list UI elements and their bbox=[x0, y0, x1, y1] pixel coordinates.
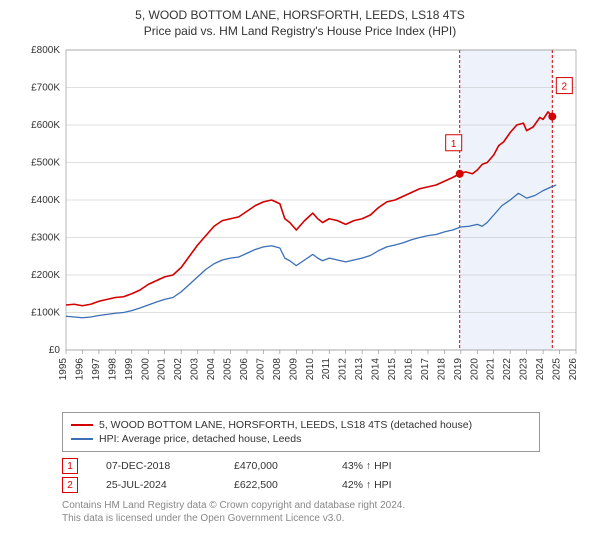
annotation-row-1: 1 07-DEC-2018 £470,000 43% ↑ HPI bbox=[62, 458, 588, 474]
svg-text:2003: 2003 bbox=[190, 358, 201, 381]
svg-text:2005: 2005 bbox=[223, 358, 234, 381]
svg-text:2001: 2001 bbox=[157, 358, 168, 381]
annotation-marker-2: 2 bbox=[62, 477, 78, 493]
svg-text:£500K: £500K bbox=[31, 158, 60, 169]
svg-text:2011: 2011 bbox=[321, 358, 332, 380]
annotation-date-2: 25-JUL-2024 bbox=[106, 479, 206, 491]
footer-line2: This data is licensed under the Open Gov… bbox=[62, 512, 588, 525]
legend-box: 5, WOOD BOTTOM LANE, HORSFORTH, LEEDS, L… bbox=[62, 412, 540, 452]
svg-text:£800K: £800K bbox=[31, 45, 60, 56]
svg-text:£0: £0 bbox=[49, 345, 61, 356]
svg-text:1995: 1995 bbox=[58, 358, 69, 381]
svg-text:2024: 2024 bbox=[535, 358, 546, 381]
svg-text:2004: 2004 bbox=[206, 358, 217, 381]
svg-text:1998: 1998 bbox=[107, 358, 118, 381]
svg-text:2008: 2008 bbox=[272, 358, 283, 381]
svg-text:2002: 2002 bbox=[173, 358, 184, 381]
svg-text:2007: 2007 bbox=[255, 358, 266, 381]
legend-row-hpi: HPI: Average price, detached house, Leed… bbox=[71, 433, 531, 445]
svg-text:1996: 1996 bbox=[74, 358, 85, 381]
legend-label-hpi: HPI: Average price, detached house, Leed… bbox=[99, 433, 301, 445]
svg-text:1997: 1997 bbox=[91, 358, 102, 381]
svg-text:2026: 2026 bbox=[568, 358, 579, 381]
footer-attribution: Contains HM Land Registry data © Crown c… bbox=[62, 499, 588, 525]
svg-text:2023: 2023 bbox=[519, 358, 530, 381]
annotation-pct-1: 43% ↑ HPI bbox=[342, 460, 432, 472]
svg-text:2019: 2019 bbox=[453, 358, 464, 381]
svg-text:2020: 2020 bbox=[469, 358, 480, 381]
svg-text:2021: 2021 bbox=[486, 358, 497, 381]
svg-text:£100K: £100K bbox=[31, 308, 60, 319]
svg-text:2012: 2012 bbox=[338, 358, 349, 381]
svg-text:1: 1 bbox=[451, 139, 457, 150]
chart-plot-area: £0 £100K £200K £300K £400K £500K £600K £700K £80… bbox=[12, 44, 588, 404]
annotation-price-1: £470,000 bbox=[234, 460, 314, 472]
annotation-pct-2: 42% ↑ HPI bbox=[342, 479, 432, 491]
annotation-price-2: £622,500 bbox=[234, 479, 314, 491]
annotation-table: 1 07-DEC-2018 £470,000 43% ↑ HPI 2 25-JU… bbox=[62, 458, 588, 493]
svg-text:£700K: £700K bbox=[31, 83, 60, 94]
svg-text:2000: 2000 bbox=[140, 358, 151, 381]
legend-label-property: 5, WOOD BOTTOM LANE, HORSFORTH, LEEDS, L… bbox=[99, 419, 472, 431]
chart-title-line1: 5, WOOD BOTTOM LANE, HORSFORTH, LEEDS, L… bbox=[12, 8, 588, 22]
svg-text:2010: 2010 bbox=[305, 358, 316, 381]
svg-text:2006: 2006 bbox=[239, 358, 250, 381]
svg-text:2017: 2017 bbox=[420, 358, 431, 381]
svg-text:2015: 2015 bbox=[387, 358, 398, 381]
annotation-date-1: 07-DEC-2018 bbox=[106, 460, 206, 472]
chart-svg: £0 £100K £200K £300K £400K £500K £600K £700K £80… bbox=[12, 44, 588, 404]
svg-text:2016: 2016 bbox=[403, 358, 414, 381]
annotation-row-2: 2 25-JUL-2024 £622,500 42% ↑ HPI bbox=[62, 477, 588, 493]
svg-text:£600K: £600K bbox=[31, 120, 60, 131]
legend-row-property: 5, WOOD BOTTOM LANE, HORSFORTH, LEEDS, L… bbox=[71, 419, 531, 431]
legend-swatch-property bbox=[71, 424, 93, 426]
svg-text:1999: 1999 bbox=[124, 358, 135, 381]
footer-line1: Contains HM Land Registry data © Crown c… bbox=[62, 499, 588, 512]
svg-text:2025: 2025 bbox=[552, 358, 563, 381]
svg-text:2013: 2013 bbox=[354, 358, 365, 381]
chart-container: 5, WOOD BOTTOM LANE, HORSFORTH, LEEDS, L… bbox=[0, 0, 600, 533]
svg-text:£300K: £300K bbox=[31, 233, 60, 244]
svg-text:2009: 2009 bbox=[288, 358, 299, 381]
svg-text:£400K: £400K bbox=[31, 195, 60, 206]
svg-text:£200K: £200K bbox=[31, 270, 60, 281]
annotation-marker-1: 1 bbox=[62, 458, 78, 474]
legend-swatch-hpi bbox=[71, 438, 93, 440]
svg-text:2: 2 bbox=[562, 82, 568, 93]
svg-text:2022: 2022 bbox=[502, 358, 513, 381]
svg-text:2018: 2018 bbox=[436, 358, 447, 381]
chart-title-line2: Price paid vs. HM Land Registry's House … bbox=[12, 24, 588, 38]
svg-text:2014: 2014 bbox=[371, 358, 382, 381]
